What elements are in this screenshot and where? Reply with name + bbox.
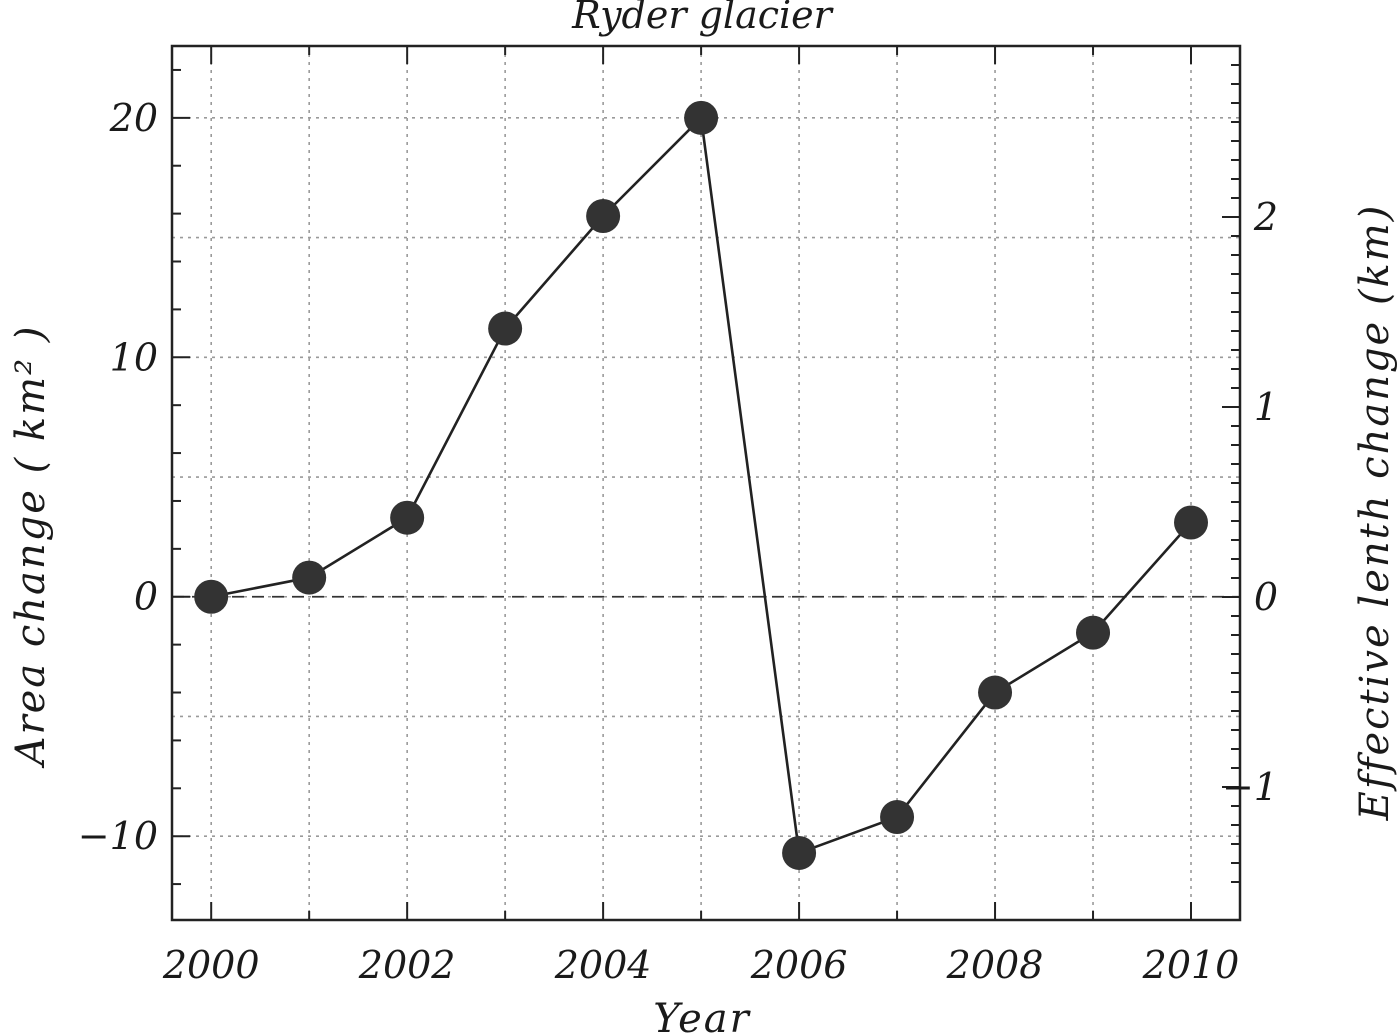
data-point [586,199,621,234]
data-point [488,311,523,346]
y-tick-label: 20 [109,96,158,140]
right-y-tick-label: −1 [1222,765,1278,809]
right-y-tick-label: 2 [1253,195,1278,239]
data-point [684,100,719,135]
right-y-tick-label: 1 [1254,385,1278,429]
series-area-change [194,100,1209,870]
x-tick-labels: 2000 2002 2004 2006 2008 2010 [162,943,1240,987]
right-y-axis-title: Effective lenth change (km) [1352,204,1398,822]
x-axis-title: Year [653,996,751,1035]
y-axis-title: Area change ( km² ) [8,325,54,770]
x-tick-label: 2008 [946,943,1044,987]
x-tick-label: 2010 [1142,943,1240,987]
right-y-tick-label: 0 [1254,575,1278,619]
x-tick-label: 2000 [162,943,260,987]
x-tick-label: 2004 [554,943,652,987]
data-point [1174,505,1209,540]
plot-frame [170,44,1242,922]
y-tick-label: 10 [110,335,158,379]
data-point [194,579,229,614]
x-tick-label: 2002 [358,943,456,987]
y-tick-label: −10 [78,814,158,858]
axis-ticks [172,45,1240,920]
grid-lines [172,46,1240,920]
data-point [880,800,915,835]
right-y-tick-labels: −1 0 1 2 [1222,195,1278,809]
x-tick-label: 2006 [750,943,848,987]
data-point [292,560,327,595]
data-point [978,675,1013,710]
y-tick-labels: −10 0 10 20 [78,96,158,858]
chart-title: Ryder glacier [571,0,835,37]
data-point [1076,615,1111,650]
data-point [782,835,817,870]
y-tick-label: 0 [134,575,158,619]
data-point [390,500,425,535]
